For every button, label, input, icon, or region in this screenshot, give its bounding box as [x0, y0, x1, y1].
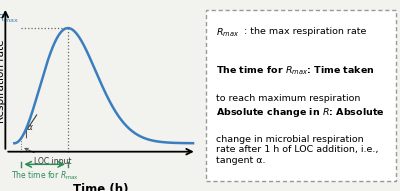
Text: Absolute change in $\mathit{R}$: Absolute: Absolute change in $\mathit{R}$: Absolut…: [216, 106, 384, 119]
Text: The time for $\mathit{R}_{\mathit{max}}$: Time taken: The time for $\mathit{R}_{\mathit{max}}$…: [216, 65, 374, 77]
FancyBboxPatch shape: [206, 10, 396, 181]
Text: $\alpha$: $\alpha$: [26, 123, 34, 132]
Text: change in microbial respiration
rate after 1 h of LOC addition, i.e.,
tangent α.: change in microbial respiration rate aft…: [216, 135, 378, 165]
Text: Time (h): Time (h): [73, 183, 129, 191]
Text: LOC input: LOC input: [25, 148, 72, 166]
Text: Respiration rate: Respiration rate: [0, 40, 6, 123]
Text: The time for $R_{\rm max}$: The time for $R_{\rm max}$: [11, 170, 79, 182]
Text: to reach maximum respiration: to reach maximum respiration: [216, 94, 360, 103]
Text: $R_{\rm max}$: $R_{\rm max}$: [0, 13, 19, 25]
Text: $\mathit{R}_{\mathit{max}}$: $\mathit{R}_{\mathit{max}}$: [216, 27, 239, 39]
Text: : the max respiration rate: : the max respiration rate: [244, 27, 366, 36]
